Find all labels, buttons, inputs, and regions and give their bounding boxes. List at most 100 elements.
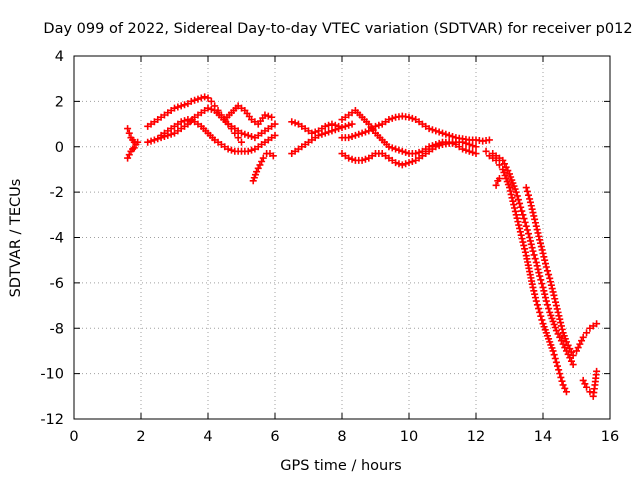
data-point [465,140,473,148]
data-point [392,145,400,153]
data-point [194,95,202,103]
data-point [388,114,396,122]
data-point [482,147,490,155]
data-point [147,137,155,145]
y-tick-label: 4 [55,49,64,65]
data-point [449,133,457,141]
data-point [321,129,329,137]
data-point [579,333,587,341]
data-point [435,128,443,136]
data-point [549,288,557,296]
data-point [523,187,531,195]
data-point [311,128,319,136]
data-point [539,283,547,291]
data-point [533,226,541,234]
data-point [519,211,527,219]
data-point [533,301,541,309]
satellite-trace-5 [157,116,279,155]
data-point [512,211,520,219]
data-point [348,120,356,128]
data-point [531,290,539,298]
data-point [537,312,545,320]
data-point [510,201,518,209]
data-point [321,122,329,130]
data-point [526,237,534,245]
data-point [526,198,534,206]
data-point [528,244,536,252]
satellite-trace-1 [124,125,142,148]
data-point [495,161,503,169]
data-point [506,184,513,192]
y-axis-label: SDTVAR / TECUs [8,179,24,298]
data-point [530,212,538,220]
x-tick-label: 14 [534,429,552,445]
data-point [531,219,539,227]
data-point [238,129,245,137]
data-point [462,139,470,147]
data-point [291,119,299,127]
data-point [445,131,453,139]
data-point [361,128,369,136]
data-point [555,366,563,374]
data-point [385,143,393,151]
data-point [244,131,252,139]
data-point [551,295,559,303]
data-point [392,159,400,167]
data-point [518,207,526,215]
data-point [241,130,249,138]
data-point [543,301,551,309]
x-tick-label: 12 [467,429,485,445]
data-point [540,287,548,295]
data-point [508,194,516,202]
data-point [537,243,545,251]
data-point [522,184,530,192]
data-point [517,231,525,239]
data-point [432,127,440,135]
data-point [520,215,528,223]
data-point [517,203,525,211]
y-tick-label: -8 [50,321,64,337]
data-point [550,291,558,299]
data-point [428,142,436,150]
data-point [532,258,540,266]
data-point [554,362,562,370]
data-point [535,269,543,277]
data-point [361,155,369,163]
data-point [472,143,480,151]
data-point [234,134,242,142]
x-tick-label: 4 [203,429,212,445]
data-point [348,155,356,163]
x-tick-label: 6 [270,429,279,445]
data-point [402,148,410,156]
data-point [355,130,363,138]
data-point [514,196,522,204]
data-point [398,161,406,169]
y-tick-label: -2 [50,185,64,201]
data-point [439,129,446,137]
data-point [462,146,470,154]
data-point [435,139,443,147]
data-point [459,145,467,153]
data-point [506,187,514,195]
data-point [395,146,403,154]
data-point [271,120,279,128]
satellite-trace-15 [522,184,601,359]
data-point [224,145,232,153]
data-point [442,130,450,138]
axis-ticks: 0 2 4 6 8 10 12 14 16 4 2 0 -2 -4 -6 -8 -10 -12 [40,49,619,445]
data-point [538,280,546,288]
x-tick-label: 2 [136,429,145,445]
data-point [412,150,420,158]
data-point [536,239,544,247]
data-point [513,192,521,200]
data-point [345,121,353,129]
y-tick-label: -12 [40,412,64,428]
data-point [529,209,537,217]
x-tick-label: 0 [69,429,78,445]
data-point [519,238,527,246]
data-point [532,297,540,305]
data-point [335,122,343,130]
data-point [187,97,195,105]
data-point [556,315,564,323]
